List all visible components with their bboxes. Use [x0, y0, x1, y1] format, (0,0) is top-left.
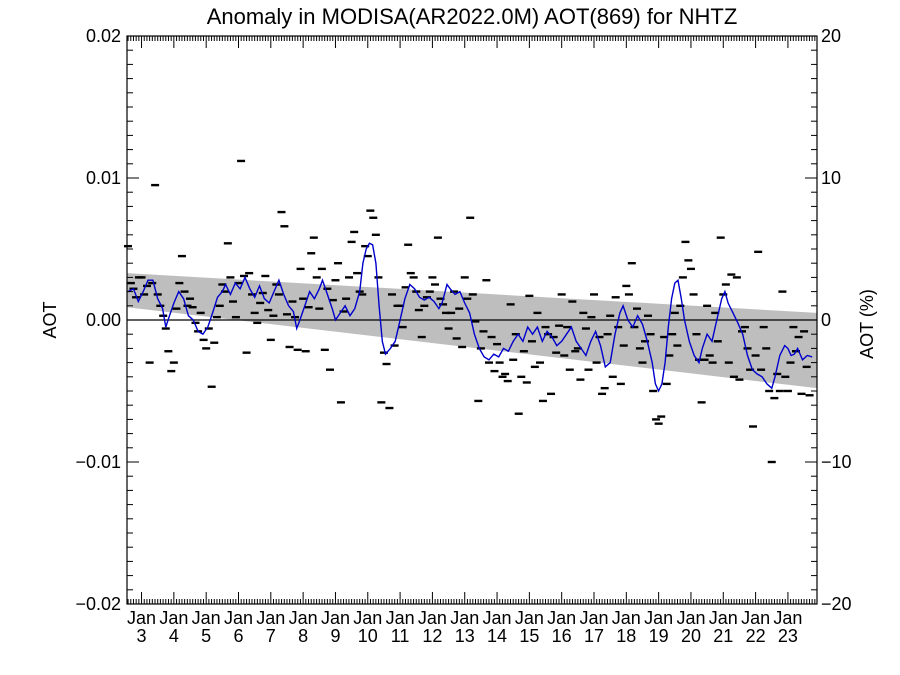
x-tick-label-month: Jan [418, 608, 447, 628]
tick-labels-layer: −0.02−0.010.000.010.02−20−1001020Jan3Jan… [75, 26, 851, 646]
y-axis-title-right: AOT (%) [857, 289, 877, 359]
running-mean-layer [127, 242, 813, 393]
y-axis-title-left: AOT [40, 301, 60, 338]
y-tick-label: −0.01 [75, 452, 121, 472]
trend-band-layer [127, 273, 817, 389]
y-right-tick-label: 10 [821, 168, 841, 188]
y-right-tick-label: −20 [821, 594, 852, 614]
x-tick-label-year: 16 [552, 626, 572, 646]
y-right-tick-label: −10 [821, 452, 852, 472]
x-tick-label-year: 13 [455, 626, 475, 646]
y-tick-label: −0.02 [75, 594, 121, 614]
x-tick-label-year: 9 [330, 626, 340, 646]
running-mean-line [127, 242, 813, 393]
x-tick-label-month: Jan [612, 608, 641, 628]
x-tick-label-year: 17 [584, 626, 604, 646]
y-tick-label: 0.00 [86, 310, 121, 330]
x-tick-label-month: Jan [676, 608, 705, 628]
x-tick-label-year: 3 [137, 626, 147, 646]
x-tick-label-year: 19 [649, 626, 669, 646]
y-tick-label: 0.01 [86, 168, 121, 188]
x-tick-label-month: Jan [579, 608, 608, 628]
x-tick-label-year: 10 [358, 626, 378, 646]
y-right-tick-label: 20 [821, 26, 841, 46]
y-right-tick-label: 0 [821, 310, 831, 330]
x-tick-label-month: Jan [386, 608, 415, 628]
x-tick-label-year: 23 [778, 626, 798, 646]
x-tick-label-month: Jan [353, 608, 382, 628]
x-tick-label-month: Jan [289, 608, 318, 628]
x-tick-label-month: Jan [773, 608, 802, 628]
x-tick-label-year: 8 [298, 626, 308, 646]
trend-band [127, 273, 817, 389]
x-tick-label-year: 4 [169, 626, 179, 646]
x-tick-label-year: 20 [681, 626, 701, 646]
x-tick-label-year: 22 [746, 626, 766, 646]
x-tick-label-month: Jan [224, 608, 253, 628]
x-tick-label-month: Jan [159, 608, 188, 628]
x-tick-label-month: Jan [547, 608, 576, 628]
x-tick-label-year: 11 [391, 626, 410, 646]
x-tick-label-month: Jan [741, 608, 770, 628]
x-tick-label-month: Jan [644, 608, 673, 628]
chart-title: Anomaly in MODISA(AR2022.0M) AOT(869) fo… [207, 4, 738, 29]
x-tick-label-month: Jan [515, 608, 544, 628]
dash-points-layer [123, 159, 814, 464]
y-tick-label: 0.02 [86, 26, 121, 46]
x-tick-label-year: 12 [422, 626, 442, 646]
x-tick-label-month: Jan [127, 608, 156, 628]
x-tick-label-month: Jan [709, 608, 738, 628]
x-tick-label-year: 7 [266, 626, 276, 646]
x-tick-label-year: 14 [487, 626, 507, 646]
x-tick-label-month: Jan [321, 608, 350, 628]
x-tick-label-month: Jan [256, 608, 285, 628]
x-tick-label-year: 18 [616, 626, 636, 646]
x-tick-label-month: Jan [450, 608, 479, 628]
axes-layer [126, 35, 818, 605]
x-tick-label-year: 5 [201, 626, 211, 646]
x-tick-label-month: Jan [192, 608, 221, 628]
x-tick-label-year: 6 [233, 626, 243, 646]
x-tick-label-year: 15 [519, 626, 539, 646]
x-tick-label-year: 21 [713, 626, 733, 646]
x-tick-label-month: Jan [483, 608, 512, 628]
